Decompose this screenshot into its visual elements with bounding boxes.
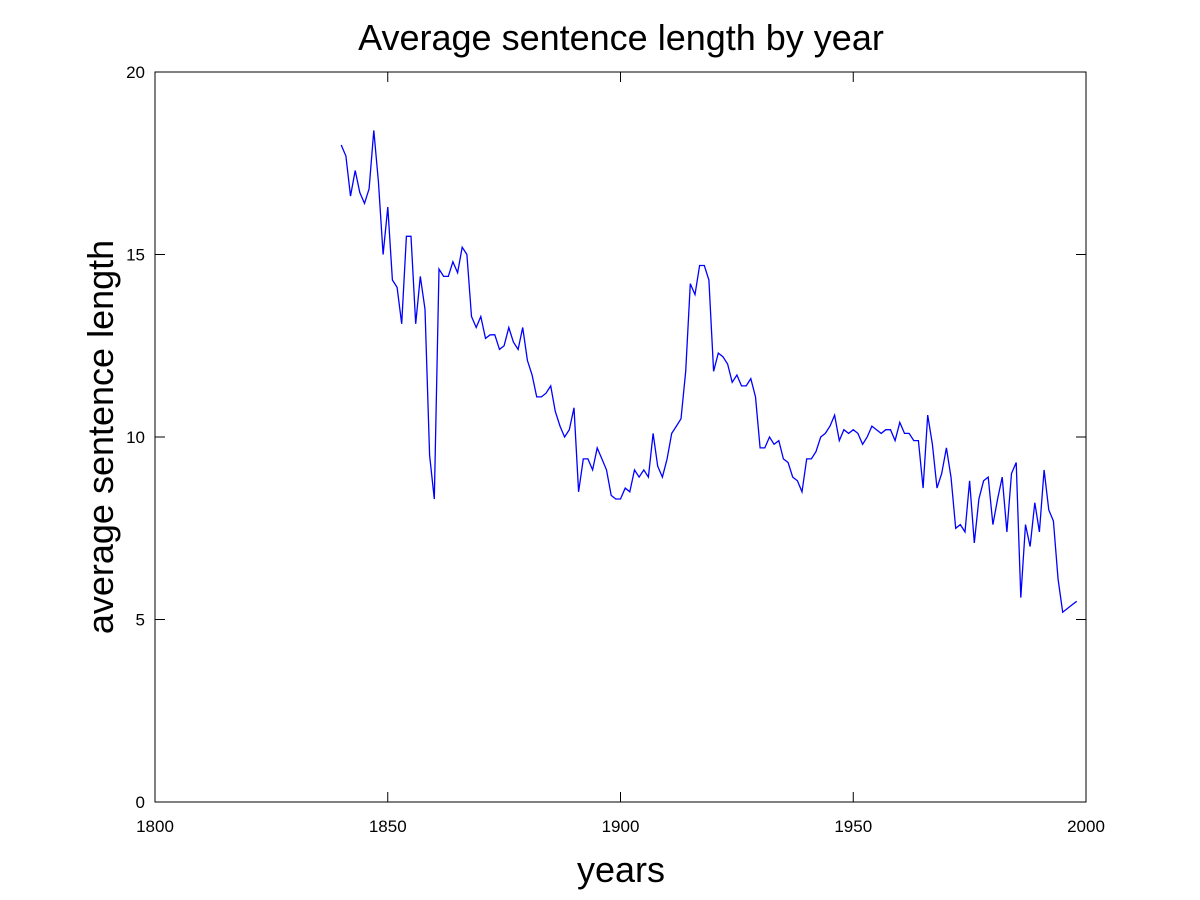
x-tick-label: 2000 xyxy=(1067,817,1105,836)
y-axis-label: average sentence length xyxy=(80,240,121,634)
x-axis-label: years xyxy=(577,849,665,890)
x-tick-label: 1800 xyxy=(136,817,174,836)
y-tick-label: 0 xyxy=(136,793,145,812)
tick-labels: 1800 1850 1900 1950 2000 0 5 10 15 20 xyxy=(126,63,1105,836)
x-tick-label: 1900 xyxy=(602,817,640,836)
y-tick-label: 10 xyxy=(126,428,145,447)
plot-frame xyxy=(154,71,1087,803)
axis-ticks xyxy=(154,71,1087,803)
series-line xyxy=(340,130,1078,614)
x-tick-label: 1850 xyxy=(369,817,407,836)
chart-title: Average sentence length by year xyxy=(358,17,884,58)
y-tick-label: 15 xyxy=(126,246,145,265)
y-tick-label: 20 xyxy=(126,63,145,82)
x-tick-label: 1950 xyxy=(834,817,872,836)
y-tick-label: 5 xyxy=(136,611,145,630)
